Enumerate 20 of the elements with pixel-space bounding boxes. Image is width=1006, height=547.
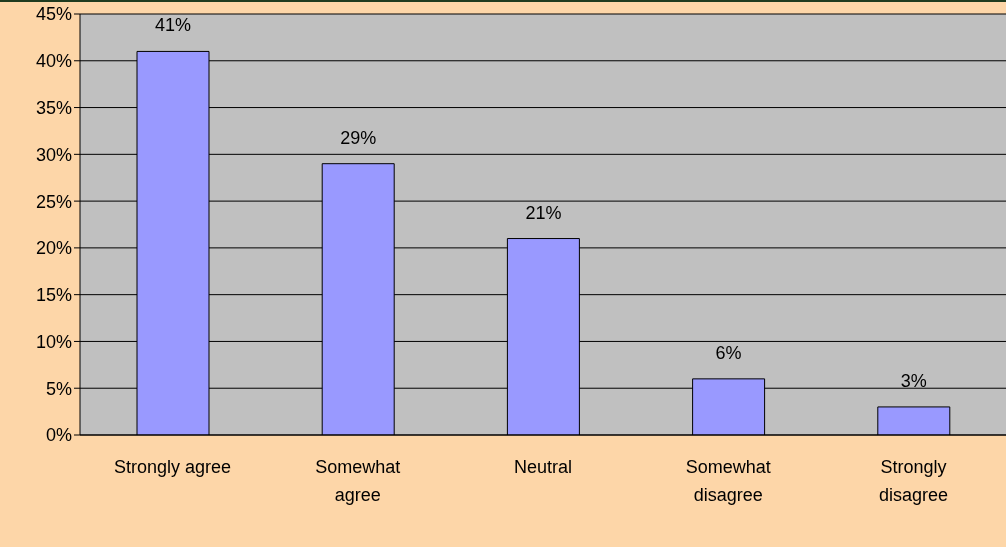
y-tick-label: 15% <box>35 285 72 306</box>
y-tick-label: 35% <box>35 97 72 118</box>
y-tick-label: 45% <box>35 4 72 25</box>
y-tick-label: 40% <box>35 51 72 72</box>
y-tick-label: 10% <box>35 331 72 352</box>
x-tick-label: Somewhat agree <box>315 457 401 505</box>
y-tick-label: 0% <box>45 425 72 446</box>
x-tick-label: Somewhat disagree <box>685 457 771 505</box>
data-label: 21% <box>525 202 562 223</box>
data-label: 41% <box>154 15 192 36</box>
y-tick-label: 20% <box>35 238 72 259</box>
y-tick-label: 5% <box>45 378 72 399</box>
x-tick-label: Strongly agree <box>114 457 232 477</box>
data-label: 6% <box>715 342 742 363</box>
y-tick-label: 30% <box>35 144 72 165</box>
y-tick-label: 25% <box>35 191 72 212</box>
x-tick-label: Neutral <box>513 457 573 477</box>
data-label: 29% <box>340 127 377 148</box>
x-tick-label: Strongly disagree <box>878 457 948 505</box>
data-label: 3% <box>900 370 927 391</box>
